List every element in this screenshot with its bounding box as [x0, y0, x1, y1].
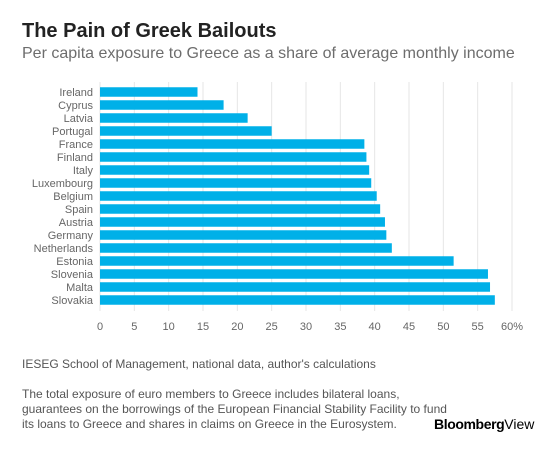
x-tick-label: 50: [437, 321, 449, 333]
category-label: Portugal: [52, 126, 93, 138]
category-label: Italy: [73, 165, 94, 177]
bar: [100, 178, 372, 188]
category-label: Netherlands: [34, 243, 94, 255]
category-label: Estonia: [56, 256, 94, 268]
category-label: France: [59, 139, 93, 151]
category-label: Slovenia: [51, 269, 94, 281]
category-label: Luxembourg: [32, 178, 93, 190]
logo-part-bloomberg: Bloomberg: [434, 416, 505, 432]
category-label: Finland: [57, 152, 93, 164]
x-tick-label: 0: [97, 321, 103, 333]
bar: [100, 282, 491, 292]
x-tick-label: 60%: [501, 321, 523, 333]
category-label: Belgium: [53, 191, 93, 203]
bar: [100, 256, 454, 266]
bar: [100, 100, 224, 110]
bloomberg-view-logo: BloombergView: [430, 415, 535, 433]
category-label: Spain: [65, 204, 93, 216]
logo-part-view: View: [504, 416, 535, 432]
x-tick-label: 30: [300, 321, 312, 333]
bar: [100, 126, 272, 136]
category-label: Austria: [59, 217, 94, 229]
x-tick-label: 40: [369, 321, 381, 333]
chart-title: The Pain of Greek Bailouts: [22, 20, 277, 42]
x-tick-label: 55: [472, 321, 484, 333]
category-label: Slovakia: [51, 295, 93, 307]
source-note: IESEG School of Management, national dat…: [22, 357, 376, 371]
bar: [100, 191, 377, 201]
bar: [100, 295, 495, 305]
chart-subtitle: Per capita exposure to Greece as a share…: [22, 45, 515, 62]
bar: [100, 217, 385, 227]
category-label: Cyprus: [58, 100, 93, 112]
bar: [100, 113, 248, 123]
x-tick-label: 10: [163, 321, 175, 333]
footnote: The total exposure of euro members to Gr…: [22, 387, 447, 431]
x-tick-label: 35: [334, 321, 346, 333]
bar: [100, 152, 367, 162]
category-label: Germany: [48, 230, 94, 242]
bar: [100, 243, 392, 253]
bar: [100, 165, 370, 175]
bar: [100, 230, 387, 240]
x-tick-label: 15: [197, 321, 209, 333]
bar: [100, 204, 381, 214]
bar-chart: 0 5 10 15 20 25 30 35 40 45 50 55 60% IrelandCyprusLa…: [32, 82, 523, 333]
x-tick-label: 20: [231, 321, 243, 333]
x-tick-label: 5: [131, 321, 137, 333]
bar: [100, 139, 365, 149]
bar: [100, 87, 198, 97]
category-label: Ireland: [59, 87, 93, 99]
x-tick-label: 25: [266, 321, 278, 333]
category-label: Malta: [66, 282, 94, 294]
bar: [100, 269, 488, 279]
category-label: Latvia: [64, 113, 94, 125]
x-tick-label: 45: [403, 321, 415, 333]
